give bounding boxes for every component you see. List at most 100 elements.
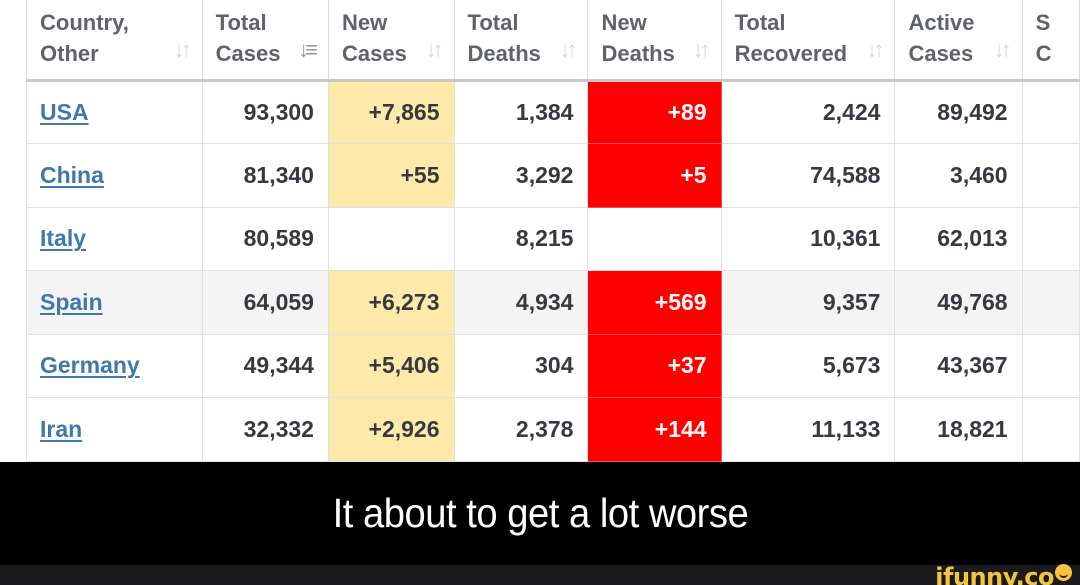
total-cases-cell: 81,340 [201,143,329,208]
new-deaths-cell: +5 [587,143,722,208]
header-label: Deaths [467,41,541,67]
table-row: USA 93,300 +7,865 1,384 +89 2,424 89,492 [26,79,1080,144]
header-label: Total [467,10,519,36]
header-label: S [1035,10,1051,36]
country-cell: USA [26,79,203,144]
sort-both-icon[interactable]: ↓↑ [993,36,1012,62]
cut-off-cell [1021,79,1080,144]
country-cell: Iran [26,397,203,462]
header-new-deaths[interactable]: New Deaths ↓↑ [587,0,722,82]
total-cases-cell: 32,332 [201,397,329,462]
table-row: Germany 49,344 +5,406 304 +37 5,673 43,3… [26,333,1080,398]
active-cases-cell: 62,013 [894,206,1023,271]
active-cases-cell: 18,821 [894,397,1023,462]
country-cell: Germany [26,333,203,398]
sort-both-icon[interactable]: ↓↑ [425,36,444,62]
watermark-text: ifunny.co [935,563,1054,585]
active-cases-cell: 49,768 [894,270,1023,335]
meme-caption-band: It about to get a lot worse [0,462,1080,565]
header-label: Other [40,41,99,67]
total-deaths-cell: 3,292 [453,143,589,208]
sort-both-icon[interactable]: ↓↑ [692,36,711,62]
total-cases-cell: 80,589 [201,206,329,271]
header-new-cases[interactable]: New Cases ↓↑ [327,0,455,82]
header-total-recovered[interactable]: Total Recovered ↓↑ [720,0,896,82]
header-label: Total [734,10,786,36]
header-label: Recovered [734,41,848,67]
total-recovered-cell: 11,133 [720,397,896,462]
header-label: New [341,10,388,36]
new-cases-cell: +7,865 [327,79,455,144]
header-cut-off[interactable]: S C [1021,0,1080,82]
header-active-cases[interactable]: Active Cases ↓↑ [894,0,1023,82]
total-deaths-cell: 4,934 [453,270,589,335]
ifunny-watermark: ifunny.co [935,564,1072,585]
new-cases-cell: +6,273 [327,270,455,335]
new-deaths-cell: +569 [587,270,722,335]
total-recovered-cell: 10,361 [720,206,896,271]
table-row: China 81,340 +55 3,292 +5 74,588 3,460 [26,143,1080,208]
cut-off-cell [1021,270,1080,335]
active-cases-cell: 89,492 [894,79,1023,144]
sort-both-icon[interactable]: ↓↑ [866,36,884,62]
header-label: Deaths [601,41,675,67]
cut-off-cell [1021,333,1080,398]
new-cases-cell: +55 [327,143,455,208]
new-deaths-cell: +37 [587,333,722,398]
header-label: Total [215,10,267,36]
country-link[interactable]: China [40,161,104,188]
header-total-cases[interactable]: Total Cases ↓≡ [201,0,329,82]
total-cases-cell: 49,344 [201,333,329,398]
cut-off-cell [1021,143,1080,208]
sort-both-icon[interactable]: ↓↑ [173,36,192,62]
total-deaths-cell: 8,215 [453,206,589,271]
country-cell: China [26,143,203,208]
total-cases-cell: 93,300 [201,79,329,144]
country-link[interactable]: Iran [40,415,83,442]
header-label: C [1035,41,1052,67]
total-deaths-cell: 2,378 [453,397,589,462]
cut-off-cell [1021,206,1080,271]
cut-off-cell [1021,397,1080,462]
header-label: Cases [908,41,974,67]
header-label: Cases [341,41,407,67]
table-header-row: Country, Other ↓↑ Total Cases ↓≡ New Cas… [26,0,1080,82]
country-link[interactable]: Germany [40,352,140,379]
total-recovered-cell: 9,357 [720,270,896,335]
total-deaths-cell: 1,384 [453,79,589,144]
header-label: Country, [40,10,129,36]
new-deaths-cell: +144 [587,397,722,462]
sort-both-icon[interactable]: ↓↑ [559,36,577,62]
active-cases-cell: 43,367 [894,333,1023,398]
country-cell: Spain [26,270,203,335]
total-deaths-cell: 304 [453,333,589,398]
total-cases-cell: 64,059 [201,270,329,335]
header-total-deaths[interactable]: Total Deaths ↓↑ [453,0,589,82]
total-recovered-cell: 5,673 [720,333,896,398]
sort-descending-icon[interactable]: ↓≡ [298,36,318,62]
active-cases-cell: 3,460 [894,143,1023,208]
covid-stats-table-screenshot: Country, Other ↓↑ Total Cases ↓≡ New Cas… [26,0,1080,462]
new-cases-cell: +2,926 [327,397,455,462]
new-deaths-cell [587,206,722,271]
header-country[interactable]: Country, Other ↓↑ [26,0,203,82]
smiley-icon [1055,564,1072,581]
meme-caption: It about to get a lot worse [332,490,748,536]
new-cases-cell: +5,406 [327,333,455,398]
header-label: Cases [215,41,281,67]
new-cases-cell [327,206,455,271]
covid-stats-table: Country, Other ↓↑ Total Cases ↓≡ New Cas… [26,0,1080,462]
watermark-bar [0,565,1080,585]
country-link[interactable]: Italy [40,225,87,252]
header-label: New [601,10,647,36]
header-label: Active [908,10,975,36]
table-row: Italy 80,589 8,215 10,361 62,013 [26,206,1080,271]
total-recovered-cell: 74,588 [720,143,896,208]
country-link[interactable]: USA [40,98,89,125]
country-link[interactable]: Spain [40,288,103,315]
new-deaths-cell: +89 [587,79,722,144]
total-recovered-cell: 2,424 [720,79,896,144]
table-row: Spain 64,059 +6,273 4,934 +569 9,357 49,… [26,270,1080,335]
table-row: Iran 32,332 +2,926 2,378 +144 11,133 18,… [26,397,1080,462]
country-cell: Italy [26,206,203,271]
